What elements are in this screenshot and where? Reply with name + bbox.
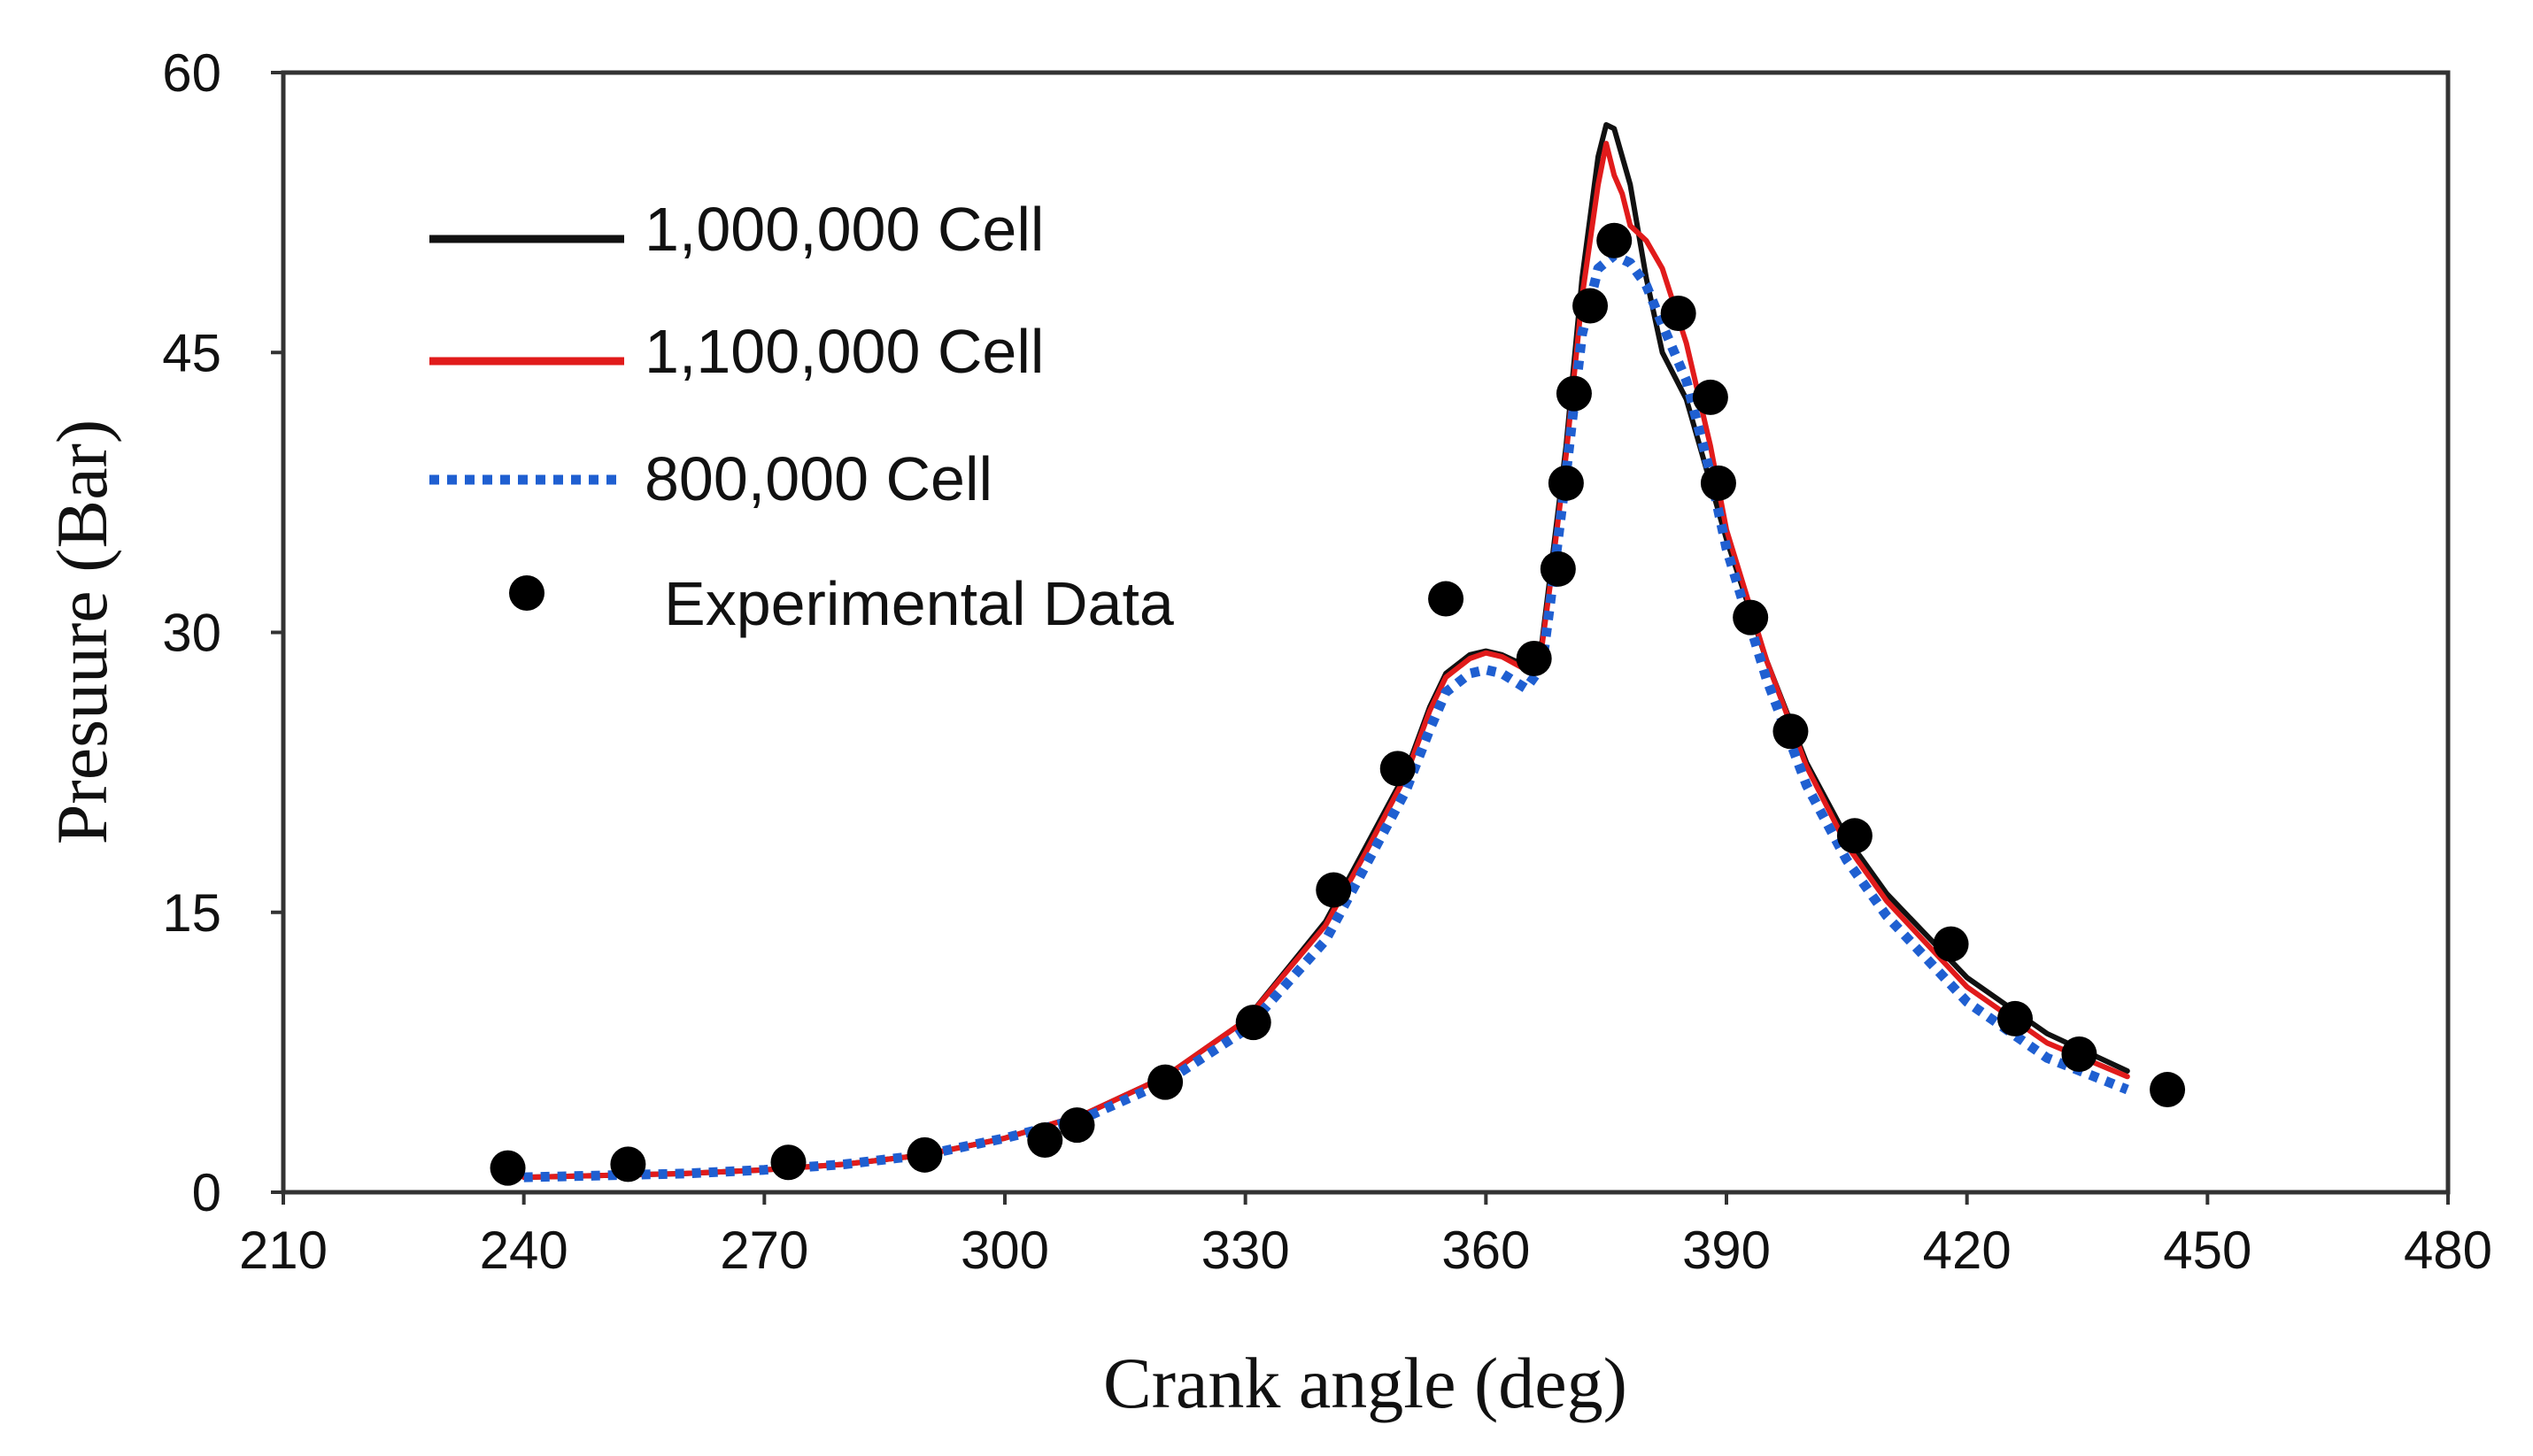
experimental-data-point: [1556, 375, 1592, 412]
experimental-data-point: [1660, 295, 1696, 331]
x-tick-label: 240: [480, 1221, 568, 1280]
x-tick-label: 450: [2163, 1221, 2251, 1280]
experimental-data-point: [1836, 818, 1873, 854]
x-tick-label: 390: [1682, 1221, 1771, 1280]
x-tick-label: 360: [1441, 1221, 1530, 1280]
experimental-data-point: [1059, 1107, 1095, 1144]
x-tick-label: 330: [1201, 1221, 1290, 1280]
series-line-800-000-cell: [523, 250, 2129, 1183]
experimental-data-point: [1235, 1005, 1271, 1041]
legend-label-experimental-data: Experimental Data: [664, 569, 1174, 638]
legend: 1,000,000 Cell 1,100,000 Cell 800,000 Ce…: [429, 195, 1174, 638]
experimental-data-point: [1596, 222, 1633, 258]
data-layer: [490, 122, 2186, 1186]
experimental-data-point: [2061, 1036, 2097, 1072]
x-tick-label: 270: [720, 1221, 808, 1280]
experimental-data-point: [1540, 551, 1576, 587]
x-tick-label: 210: [239, 1221, 328, 1280]
legend-label-1000000-cell: 1,000,000 Cell: [645, 195, 1044, 264]
x-axis-title: Crank angle (deg): [1103, 1343, 1627, 1423]
experimental-data-point: [1516, 641, 1552, 677]
legend-label-1100000-cell: 1,100,000 Cell: [645, 317, 1044, 386]
legend-label-800000-cell: 800,000 Cell: [645, 444, 992, 513]
legend-marker-experimental-data: [509, 575, 544, 611]
experimental-data-point: [770, 1144, 807, 1181]
experimental-data-point: [1027, 1121, 1063, 1158]
experimental-data-point: [1316, 872, 1352, 908]
tick-layer: 210 240 270 300 330 360 390 420 450 480 0 15 30 45 60: [162, 43, 2492, 1280]
experimental-data-point: [610, 1146, 646, 1183]
x-tick-label: 300: [961, 1221, 1049, 1280]
experimental-data-point: [1379, 751, 1416, 787]
experimental-data-point: [1548, 465, 1584, 501]
x-tick-label: 480: [2404, 1221, 2492, 1280]
experimental-data-point: [490, 1150, 526, 1186]
y-axis-title: Presuure (Bar): [42, 420, 122, 844]
y-tick-label: 15: [162, 883, 221, 943]
experimental-data-point: [1933, 926, 1969, 962]
y-tick-label: 60: [162, 43, 221, 103]
experimental-data-point: [907, 1136, 943, 1173]
experimental-data-point: [1772, 713, 1809, 750]
y-tick-label: 30: [162, 604, 221, 663]
y-tick-label: 0: [192, 1163, 221, 1222]
experimental-data-point: [1147, 1064, 1184, 1100]
experimental-data-point: [1572, 288, 1609, 324]
experimental-data-point: [2150, 1072, 2186, 1108]
x-tick-label: 420: [1923, 1221, 2012, 1280]
y-tick-label: 45: [162, 323, 221, 382]
experimental-data-point: [1428, 581, 1464, 617]
plot-area: [281, 70, 2451, 1195]
experimental-data-point: [1733, 599, 1769, 636]
experimental-data-point: [1997, 1000, 2033, 1036]
experimental-data-point: [1692, 379, 1728, 415]
experimental-data-point: [1700, 465, 1736, 501]
